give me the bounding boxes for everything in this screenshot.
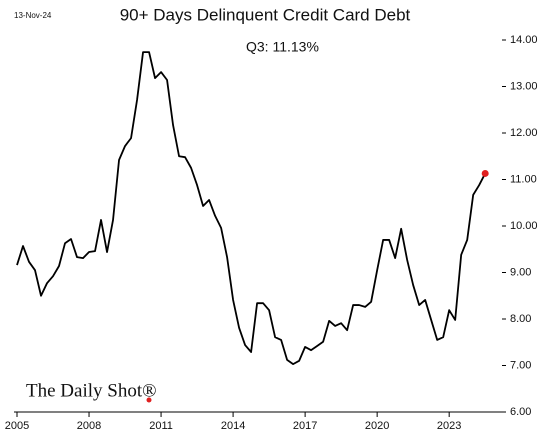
logo-dot <box>146 397 152 403</box>
x-tick-label: 2023 <box>437 420 461 432</box>
date-label: 13-Nov-24 <box>14 11 52 20</box>
y-tick-label: 10.00 <box>510 220 538 232</box>
y-tick-label: 11.00 <box>510 173 537 185</box>
y-tick-label: 13.00 <box>510 80 538 92</box>
y-tick-label: 12.00 <box>510 127 538 139</box>
x-tick-label: 2020 <box>365 420 389 432</box>
y-tick-label: 7.00 <box>510 359 531 371</box>
y-tick-label: 9.00 <box>510 266 531 278</box>
x-tick-label: 2014 <box>221 420 245 432</box>
last-point <box>481 169 489 177</box>
y-tick-label: 14.00 <box>510 34 538 46</box>
source-logo: The Daily Shot® <box>26 380 157 401</box>
x-tick-label: 2011 <box>149 420 173 432</box>
x-tick-label: 2017 <box>293 420 317 432</box>
y-tick-label: 8.00 <box>510 313 531 325</box>
chart-title: 90+ Days Delinquent Credit Card Debt <box>120 5 411 24</box>
line <box>16 51 486 366</box>
x-tick-label: 2008 <box>77 420 101 432</box>
annotation: Q3: 11.13% <box>246 39 319 55</box>
y-tick-label: 6.00 <box>510 406 531 418</box>
x-tick-label: 2005 <box>5 420 29 432</box>
